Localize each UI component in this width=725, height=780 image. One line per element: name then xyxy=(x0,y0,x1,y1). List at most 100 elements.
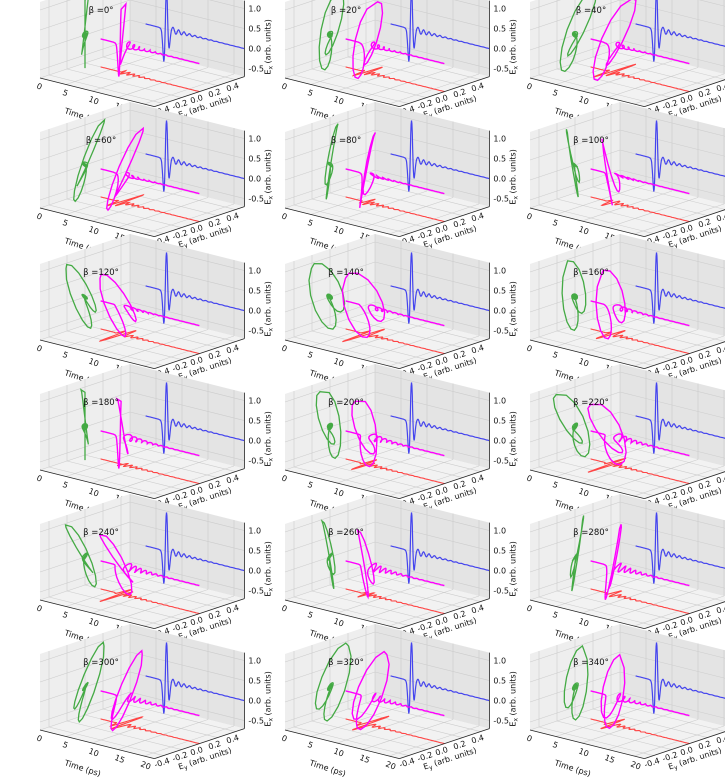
y-tick-label: 0.4 xyxy=(225,211,240,223)
panel-title: β =200° xyxy=(328,398,364,408)
pane-back xyxy=(375,0,490,77)
series-ey-vs-time xyxy=(345,715,445,745)
grid-line xyxy=(592,318,708,348)
series-ey-vs-time xyxy=(587,457,690,485)
x-tick-label: 10 xyxy=(577,357,590,369)
grid-line xyxy=(538,74,654,104)
series-ex-vs-ey xyxy=(73,641,105,724)
panel-title: β =140° xyxy=(328,268,364,278)
x-axis-line xyxy=(39,207,155,237)
grid-line xyxy=(538,726,654,756)
x-tick-label: 10 xyxy=(332,357,345,369)
y-tick-label: 0.0 xyxy=(679,485,694,497)
z-axis-label: Ex (arb. units) xyxy=(263,149,274,204)
z-tick-label: 0.0 xyxy=(248,437,261,446)
z-tick-label: 0.0 xyxy=(493,45,506,54)
panel: 05101520-0.4-0.20.00.20.4-0.50.00.51.0Ti… xyxy=(280,234,519,389)
grid-line xyxy=(610,180,725,210)
grid-line xyxy=(538,204,654,234)
grid-line xyxy=(619,501,725,529)
series-ex-vs-ey xyxy=(315,391,342,460)
grid-line xyxy=(39,631,131,663)
z-tick-label: 1.0 xyxy=(248,5,261,14)
grid-line xyxy=(129,691,245,721)
x-axis-label: Time (ps) xyxy=(307,758,347,778)
series-ex-vs-ey xyxy=(552,393,591,458)
grid-line xyxy=(129,169,245,199)
grid-line xyxy=(619,169,725,197)
grid-line xyxy=(284,301,376,333)
y-tick-label: 0.2 xyxy=(697,217,712,229)
series-ey-vs-time xyxy=(100,458,200,485)
y-axis-line xyxy=(644,209,725,237)
z-tick-label: 0.0 xyxy=(248,307,261,316)
pane-back xyxy=(130,102,245,207)
grid-line xyxy=(293,596,409,626)
series-ex-vs-ey xyxy=(320,519,336,589)
series-3d-trajectory xyxy=(99,273,200,338)
series-ex-vs-ey xyxy=(324,123,339,200)
panel-title: β =320° xyxy=(328,658,364,668)
series-ex-vs-ey xyxy=(308,262,346,330)
z-tick-label: 0.0 xyxy=(248,175,261,184)
y-tick-label: 0.0 xyxy=(679,93,694,105)
series-ex-vs-time xyxy=(635,120,725,192)
y-tick-label: 0.0 xyxy=(679,615,694,627)
series-ex-vs-time xyxy=(390,512,490,584)
series-ex-vs-time xyxy=(145,642,245,714)
grid-line xyxy=(453,0,490,9)
panel-title: β =0° xyxy=(89,6,114,16)
y-tick-label: 0.0 xyxy=(434,745,449,757)
y-tick-label: 0.0 xyxy=(189,355,204,367)
x-tick-label: 5 xyxy=(551,350,559,360)
x-axis-label: Time (ps) xyxy=(62,758,102,778)
x-tick-label: 10 xyxy=(577,95,590,107)
x-tick-label: 20 xyxy=(139,760,152,772)
x-tick-label: 20 xyxy=(384,760,397,772)
grid-line xyxy=(619,129,725,157)
x-tick-label: 10 xyxy=(577,225,590,237)
grid-line xyxy=(619,261,725,289)
x-tick-label: 5 xyxy=(306,740,314,750)
grid-line xyxy=(374,521,490,551)
grid-line xyxy=(374,651,490,681)
grid-line xyxy=(39,261,131,293)
y-tick-label: 0.4 xyxy=(225,473,240,485)
y-axis-line xyxy=(644,471,725,499)
grid-line xyxy=(129,39,245,69)
series-3d-trajectory xyxy=(345,132,445,209)
grid-line xyxy=(311,68,427,98)
x-tick-label: 5 xyxy=(551,480,559,490)
x-tick-label: 5 xyxy=(306,88,314,98)
x-tick-label: 5 xyxy=(61,350,69,360)
y-axis-line xyxy=(644,731,725,759)
y-axis-line xyxy=(154,338,245,369)
grid-line xyxy=(284,371,376,403)
grid-line xyxy=(39,129,131,161)
series-ex-vs-ey xyxy=(73,118,106,203)
panel-title: β =120° xyxy=(83,268,119,278)
panel-title: β =280° xyxy=(573,528,609,538)
pane-back xyxy=(130,364,245,469)
series-ex-vs-ey xyxy=(314,642,352,722)
series-3d-trajectory xyxy=(590,524,690,600)
grid-line xyxy=(102,318,218,348)
grid-line xyxy=(284,501,376,533)
grid-line xyxy=(529,501,621,533)
z-tick-label: -0.5 xyxy=(493,195,509,204)
z-axis-label: Ex (arb. units) xyxy=(508,19,519,74)
y-axis-line xyxy=(154,728,245,759)
x-tick-label: 5 xyxy=(551,610,559,620)
grid-line xyxy=(284,39,376,71)
grid-line xyxy=(129,301,245,331)
grid-line xyxy=(347,448,463,478)
grid-line xyxy=(529,261,621,293)
x-tick-label: 10 xyxy=(87,225,100,237)
x-axis-line xyxy=(284,207,400,237)
series-ex-vs-ey xyxy=(565,129,581,198)
y-tick-label: 0.4 xyxy=(470,343,485,355)
grid-line xyxy=(284,651,376,683)
grid-line xyxy=(102,448,218,478)
series-3d-trajectory xyxy=(100,1,200,77)
x-axis-line xyxy=(284,599,400,629)
